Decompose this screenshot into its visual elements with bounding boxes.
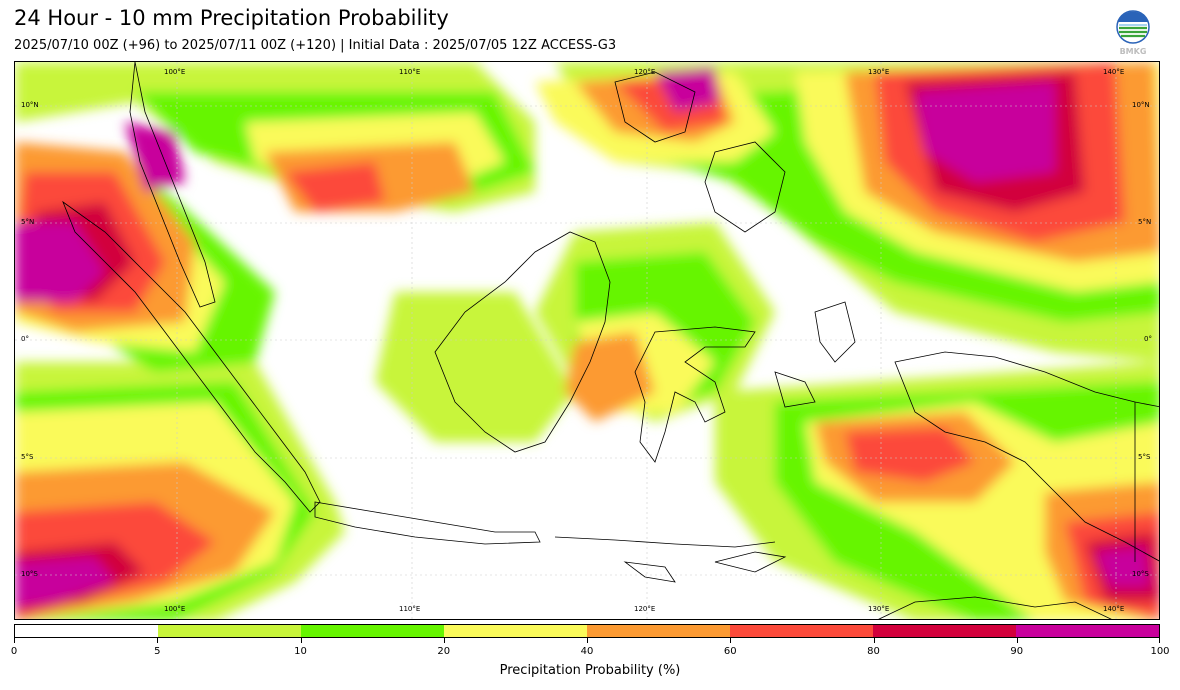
colorbar-bin [15, 625, 158, 637]
colorbar-tick [730, 638, 732, 643]
colorbar [14, 624, 1160, 638]
lat-label-right: 10°N [1132, 101, 1150, 109]
lat-label-left: 0° [21, 335, 29, 343]
lat-label-left: 10°S [21, 570, 38, 578]
lat-label-left: 5°S [21, 453, 34, 461]
colorbar-tick-label: 100 [1150, 646, 1170, 657]
colorbar-tick [587, 638, 588, 643]
colorbar-tick-label: 60 [723, 646, 737, 657]
lon-label-top: 110°E [399, 68, 421, 76]
lat-label-right: 5°S [1138, 453, 1151, 461]
colorbar-bin [301, 625, 444, 637]
colorbar-tick [1016, 638, 1018, 643]
colorbar-tick-label: 40 [580, 646, 594, 657]
lat-label-right: 0° [1144, 335, 1152, 343]
colorbar-bin [158, 625, 301, 637]
colorbar-tick-label: 80 [867, 646, 880, 657]
lon-label-bottom: 110°E [399, 605, 421, 613]
colorbar-tick [873, 638, 875, 643]
precip-field [15, 62, 1159, 619]
lat-label-left: 10°N [21, 101, 39, 109]
colorbar-tick [443, 638, 445, 643]
bmkg-logo-icon: BMKG [1113, 10, 1153, 56]
lon-label-bottom: 100°E [164, 605, 186, 613]
colorbar-tick [157, 638, 159, 643]
colorbar-tick [300, 638, 302, 643]
colorbar-label: Precipitation Probability (%) [499, 663, 681, 678]
colorbar-tick [14, 638, 15, 643]
colorbar-tick-label: 0 [10, 646, 18, 657]
lat-label-right: 10°S [1132, 570, 1149, 578]
map-canvas [15, 62, 1159, 619]
colorbar-tick-label: 20 [437, 646, 451, 657]
lat-label-right: 5°N [1138, 218, 1152, 226]
precipitation-map [14, 61, 1160, 620]
colorbar-bin [587, 625, 730, 637]
logo-text: BMKG [1120, 47, 1147, 56]
lon-label-bottom: 130°E [868, 605, 890, 613]
coastlines [62, 62, 1159, 619]
chart-subtitle: 2025/07/10 00Z (+96) to 2025/07/11 00Z (… [14, 38, 617, 53]
lat-label-left: 5°N [21, 218, 35, 226]
colorbar-bin [873, 625, 1016, 637]
chart-title: 24 Hour - 10 mm Precipitation Probabilit… [14, 6, 449, 30]
colorbar-tick-label: 90 [1010, 646, 1024, 657]
lon-label-bottom: 140°E [1103, 605, 1125, 613]
colorbar-tick-label: 10 [294, 646, 307, 657]
lon-label-top: 100°E [164, 68, 186, 76]
colorbar-tick-label: 5 [154, 646, 161, 657]
colorbar-bin [444, 625, 587, 637]
lon-label-top: 120°E [634, 68, 656, 76]
lon-label-top: 140°E [1103, 68, 1125, 76]
colorbar-bin [730, 625, 873, 637]
lon-label-bottom: 120°E [634, 605, 656, 613]
lon-label-top: 130°E [868, 68, 890, 76]
colorbar-bin [1016, 625, 1159, 637]
colorbar-tick [1159, 638, 1160, 643]
